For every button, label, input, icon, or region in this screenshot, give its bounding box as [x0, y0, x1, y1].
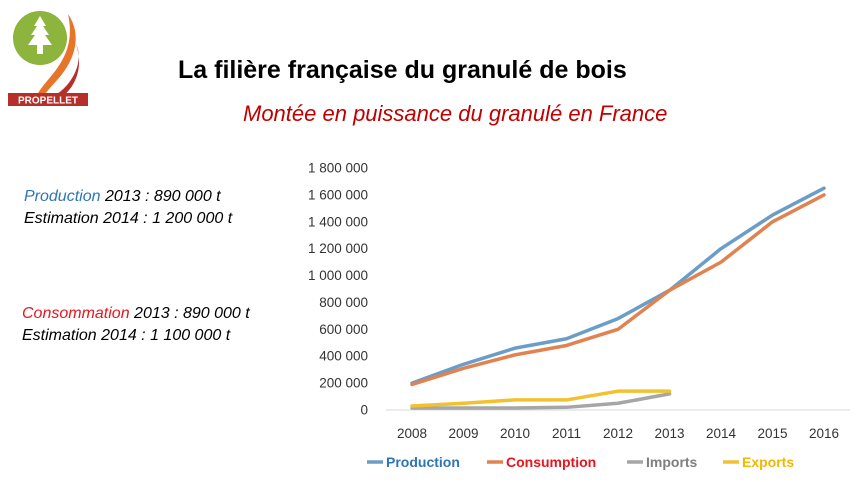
series-line-exports: [410, 389, 672, 408]
data-point-production: [822, 186, 826, 190]
series-line-production: [410, 186, 826, 385]
data-point-exports: [565, 398, 568, 402]
y-tick-label: 400 000: [319, 349, 368, 364]
y-tick-label: 1 200 000: [308, 241, 368, 256]
x-tick-label: 2010: [500, 426, 530, 441]
y-tick-label: 0: [360, 403, 368, 418]
propellet-logo: PROPELLET: [8, 11, 88, 107]
series-line-imports: [410, 392, 672, 410]
data-point-consumption: [719, 260, 723, 264]
legend-label-imports: Imports: [646, 454, 698, 470]
consumption-label: Consommation: [22, 305, 130, 322]
data-point-production: [462, 363, 465, 366]
y-tick-label: 1 600 000: [308, 187, 368, 202]
data-point-imports: [513, 406, 517, 410]
logo-red-flame: [42, 44, 80, 104]
logo-text: PROPELLET: [18, 96, 78, 107]
data-point-consumption: [771, 220, 774, 223]
data-point-imports: [565, 406, 568, 409]
production-stat: Production 2013 : 890 000 t: [24, 188, 221, 206]
data-point-consumption: [410, 383, 414, 386]
y-tick-label: 200 000: [319, 376, 368, 391]
x-tick-label: 2014: [706, 426, 737, 441]
x-tick-label: 2013: [654, 426, 684, 441]
data-point-imports: [462, 406, 465, 410]
data-point-production: [513, 346, 517, 350]
y-tick-label: 1 000 000: [308, 268, 368, 283]
x-tick-label: 2015: [757, 426, 787, 441]
data-point-production: [719, 247, 723, 250]
page-subtitle: Montée en puissance du granulé en France: [243, 101, 668, 126]
data-point-production: [565, 337, 568, 340]
consumption-estimate: Estimation 2014 : 1 100 000 t: [22, 327, 231, 344]
legend-label-exports: Exports: [742, 454, 794, 470]
consumption-stat: Consommation 2013 : 890 000 t: [22, 305, 250, 323]
y-tick-label: 800 000: [319, 295, 368, 310]
data-point-consumption: [513, 353, 517, 357]
production-value: 2013 : 890 000 t: [100, 188, 221, 205]
data-point-exports: [616, 389, 620, 393]
production-estimate: Estimation 2014 : 1 200 000 t: [24, 210, 233, 227]
data-point-consumption: [462, 367, 465, 370]
x-tick-label: 2012: [603, 426, 633, 441]
legend-label-production: Production: [386, 454, 460, 470]
legend-label-consumption: Consumption: [506, 454, 596, 470]
page-title: La filière française du granulé de bois: [178, 56, 627, 84]
data-point-exports: [513, 398, 517, 402]
x-tick-label: 2016: [809, 426, 839, 441]
consumption-value: 2013 : 890 000 t: [129, 305, 250, 322]
data-point-production: [616, 317, 620, 320]
data-point-consumption: [565, 344, 568, 347]
production-label: Production: [24, 188, 101, 205]
x-tick-label: 2011: [552, 426, 581, 441]
data-point-consumption: [616, 328, 620, 331]
logo-banner: [8, 93, 88, 106]
y-tick-label: 1 800 000: [308, 161, 368, 176]
data-point-consumption: [668, 289, 671, 292]
data-point-exports: [668, 389, 671, 393]
data-point-production: [771, 213, 774, 217]
data-point-imports: [668, 392, 671, 396]
y-tick-label: 1 400 000: [308, 214, 368, 229]
data-point-exports: [410, 404, 414, 408]
tree-icon: [28, 16, 52, 54]
data-point-consumption: [822, 193, 826, 197]
data-point-exports: [462, 402, 465, 405]
x-tick-label: 2008: [397, 426, 427, 441]
y-tick-label: 600 000: [319, 322, 368, 337]
x-tick-label: 2009: [448, 426, 478, 441]
data-point-imports: [616, 402, 620, 405]
